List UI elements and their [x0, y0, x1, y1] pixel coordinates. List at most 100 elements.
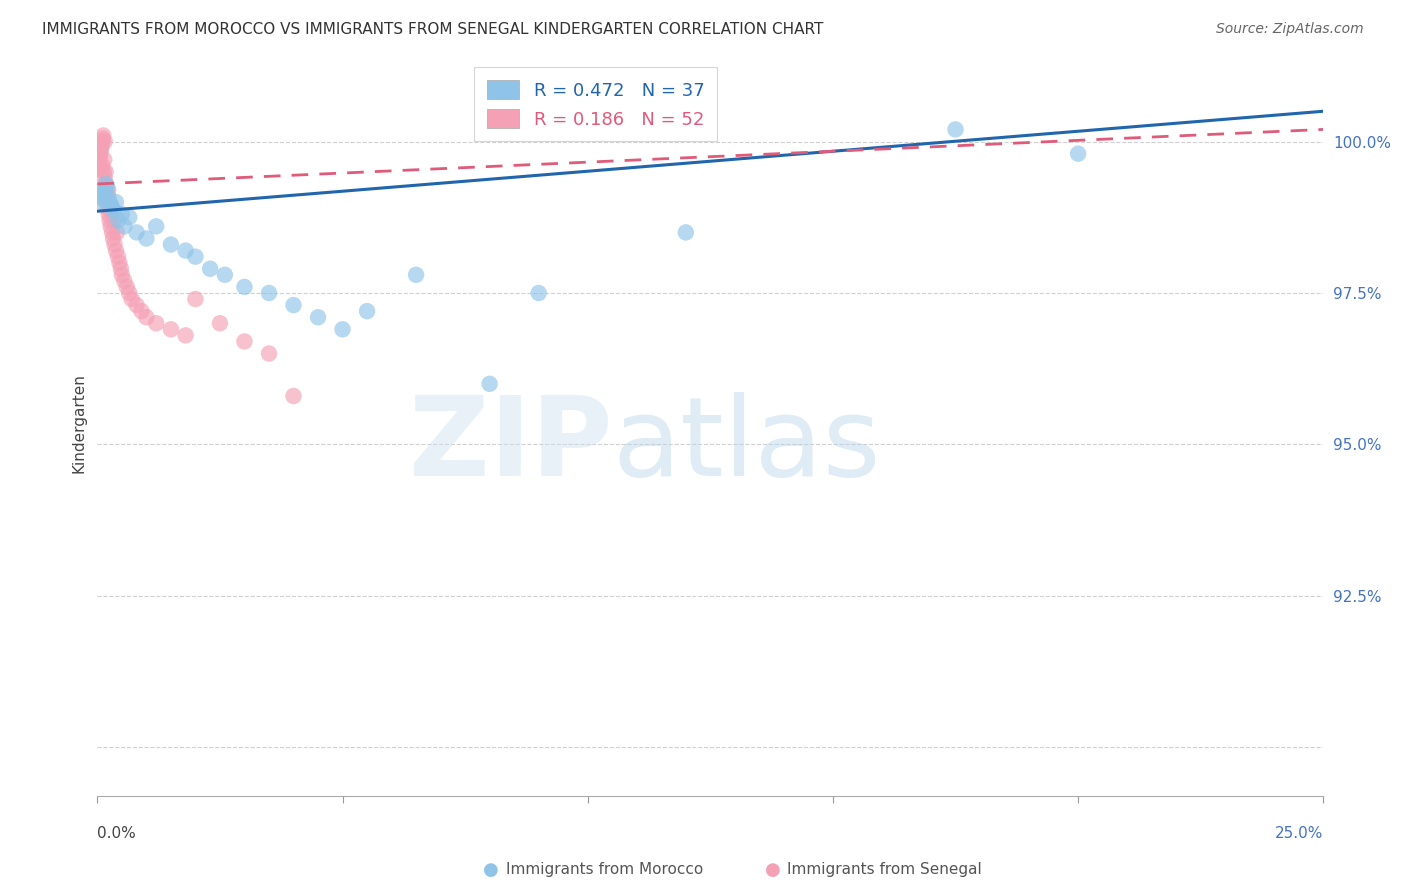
Point: [100, 204, 122, 219]
Point: [94, 165, 117, 179]
Point: [307, 310, 329, 325]
Point: [93, 170, 115, 185]
Text: 25.0%: 25.0%: [1275, 826, 1323, 841]
Point: [356, 304, 378, 318]
Point: [112, 219, 135, 234]
Point: [103, 204, 125, 219]
Point: [1067, 146, 1090, 161]
Point: [257, 346, 280, 360]
Point: [100, 219, 122, 234]
Point: [478, 376, 501, 391]
Point: [121, 292, 143, 306]
Point: [160, 237, 183, 252]
Point: [233, 280, 256, 294]
Point: [93, 183, 115, 197]
Point: [283, 298, 305, 312]
Point: [94, 177, 117, 191]
Text: atlas: atlas: [612, 392, 880, 500]
Point: [115, 280, 138, 294]
Point: [135, 310, 157, 325]
Text: ZIP: ZIP: [409, 392, 612, 500]
Point: [90, 144, 112, 158]
Point: [91, 135, 114, 149]
Point: [527, 285, 550, 300]
Point: [233, 334, 256, 349]
Point: [96, 177, 118, 191]
Point: [107, 213, 129, 227]
Text: Immigrants from Morocco: Immigrants from Morocco: [506, 863, 703, 877]
Point: [89, 153, 111, 167]
Point: [332, 322, 354, 336]
Point: [257, 285, 280, 300]
Point: [101, 226, 124, 240]
Text: ●: ●: [484, 861, 499, 879]
Point: [96, 195, 118, 210]
Point: [100, 198, 122, 212]
Text: IMMIGRANTS FROM MOROCCO VS IMMIGRANTS FROM SENEGAL KINDERGARTEN CORRELATION CHAR: IMMIGRANTS FROM MOROCCO VS IMMIGRANTS FR…: [42, 22, 824, 37]
Text: 0.0%: 0.0%: [97, 826, 136, 841]
Point: [90, 137, 112, 152]
Point: [103, 237, 125, 252]
Point: [90, 140, 112, 154]
Point: [87, 155, 110, 169]
Point: [93, 135, 115, 149]
Point: [108, 256, 131, 270]
Point: [125, 298, 148, 312]
Point: [101, 231, 124, 245]
Point: [89, 150, 111, 164]
Point: [105, 226, 128, 240]
Point: [118, 285, 141, 300]
Point: [104, 195, 127, 210]
Point: [97, 207, 120, 221]
Point: [125, 226, 148, 240]
Point: [174, 244, 197, 258]
Point: [214, 268, 236, 282]
Point: [111, 268, 134, 282]
Point: [97, 201, 120, 215]
Point: [91, 192, 114, 206]
Point: [145, 316, 167, 330]
Point: [145, 219, 167, 234]
Point: [405, 268, 427, 282]
Y-axis label: Kindergarten: Kindergarten: [72, 373, 86, 473]
Point: [675, 226, 697, 240]
Point: [91, 131, 114, 145]
Point: [103, 213, 125, 227]
Point: [184, 292, 207, 306]
Point: [87, 161, 110, 176]
Point: [96, 189, 118, 203]
Point: [91, 159, 114, 173]
Point: [945, 122, 967, 136]
Point: [96, 180, 118, 194]
Point: [93, 153, 115, 167]
Point: [89, 146, 111, 161]
Point: [118, 211, 141, 225]
Point: [208, 316, 231, 330]
Point: [283, 389, 305, 403]
Point: [98, 195, 121, 210]
Point: [104, 244, 127, 258]
Point: [93, 165, 115, 179]
Point: [98, 213, 121, 227]
Point: [91, 128, 114, 143]
Point: [91, 186, 114, 200]
Point: [112, 274, 135, 288]
Point: [97, 189, 120, 203]
Legend: R = 0.472   N = 37, R = 0.186   N = 52: R = 0.472 N = 37, R = 0.186 N = 52: [474, 67, 717, 141]
Text: ●: ●: [765, 861, 780, 879]
Point: [135, 231, 157, 245]
Point: [110, 261, 132, 276]
Point: [97, 183, 120, 197]
Point: [131, 304, 153, 318]
Point: [111, 207, 134, 221]
Point: [160, 322, 183, 336]
Point: [107, 250, 129, 264]
Point: [198, 261, 221, 276]
Text: Immigrants from Senegal: Immigrants from Senegal: [787, 863, 983, 877]
Point: [101, 201, 124, 215]
Point: [184, 250, 207, 264]
Point: [96, 183, 118, 197]
Point: [174, 328, 197, 343]
Point: [90, 195, 112, 210]
Text: Source: ZipAtlas.com: Source: ZipAtlas.com: [1216, 22, 1364, 37]
